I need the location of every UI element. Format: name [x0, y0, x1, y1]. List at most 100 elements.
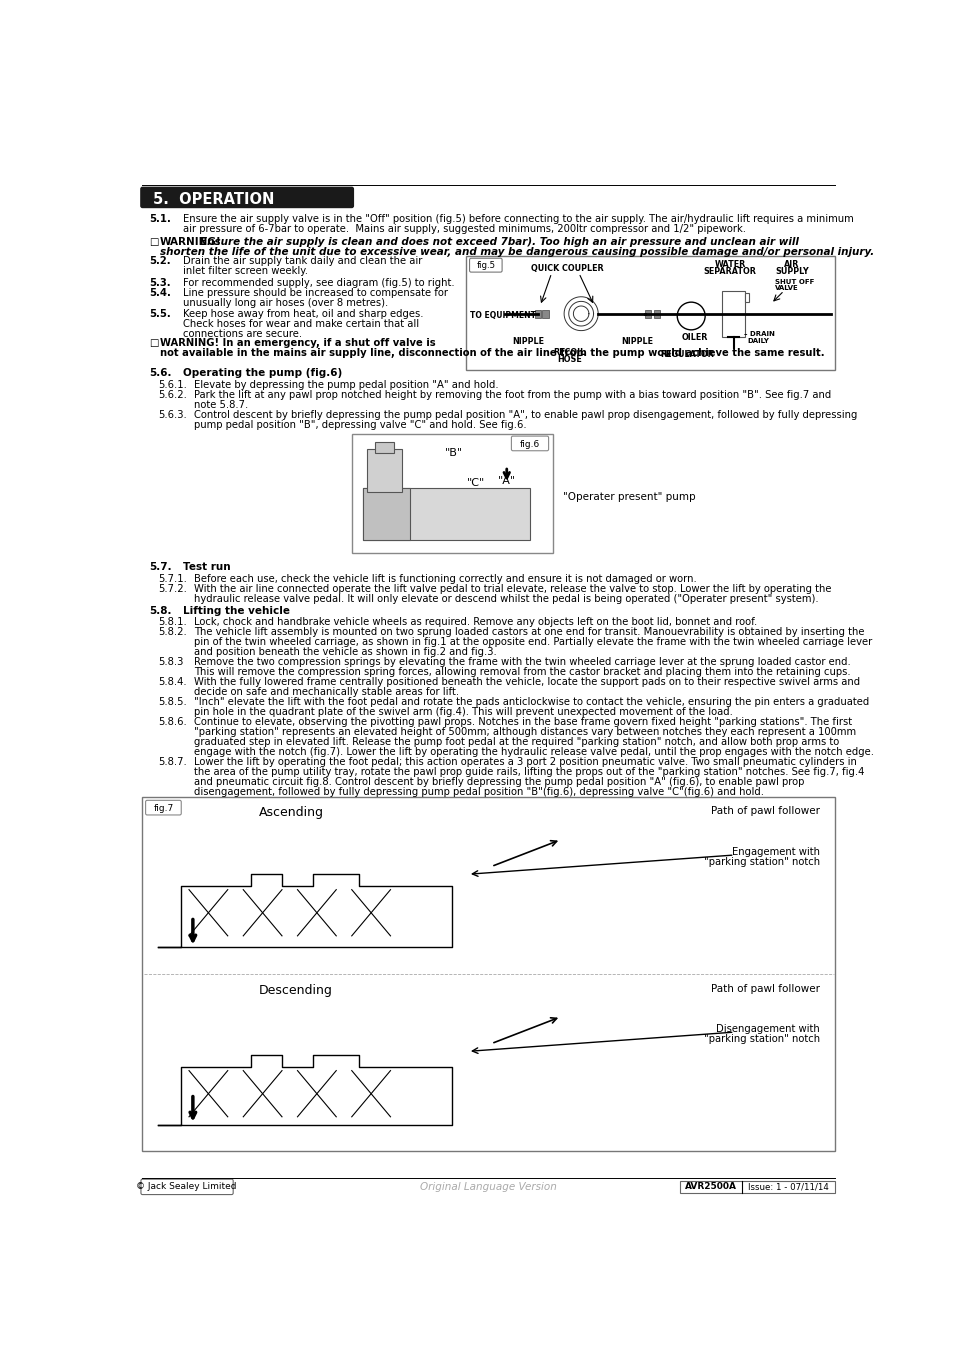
Text: Lock, chock and handbrake vehicle wheels as required. Remove any objects left on: Lock, chock and handbrake vehicle wheels…: [193, 617, 756, 626]
Text: SEPARATOR: SEPARATOR: [702, 267, 756, 275]
Bar: [534, 310, 540, 317]
Text: Line pressure should be increased to compensate for: Line pressure should be increased to com…: [183, 288, 447, 297]
Text: REGULATOR: REGULATOR: [659, 350, 714, 359]
Text: note 5.8.7.: note 5.8.7.: [193, 400, 248, 410]
Text: "Operater present" pump: "Operater present" pump: [562, 491, 695, 502]
Text: and position beneath the vehicle as shown in fig.2 and fig.3.: and position beneath the vehicle as show…: [193, 647, 496, 657]
Text: Engagement with: Engagement with: [731, 848, 819, 857]
Text: □: □: [149, 236, 158, 247]
Text: NIPPLE: NIPPLE: [512, 336, 544, 346]
Text: pin of the twin wheeled carriage, as shown in fig.1 at the opposite end. Partial: pin of the twin wheeled carriage, as sho…: [193, 637, 871, 647]
Text: Issue: 1 - 07/11/14: Issue: 1 - 07/11/14: [747, 1183, 828, 1191]
Text: disengagement, followed by fully depressing pump pedal position "B"(fig.6), depr: disengagement, followed by fully depress…: [193, 787, 762, 798]
Text: Original Language Version: Original Language Version: [420, 1181, 557, 1192]
Text: fig.6: fig.6: [519, 440, 539, 450]
FancyBboxPatch shape: [140, 186, 354, 208]
Text: and pneumatic circuit fig.8. Control descent by briefly depressing the pump peda: and pneumatic circuit fig.8. Control des…: [193, 778, 803, 787]
Text: 5.7.: 5.7.: [149, 563, 172, 572]
Text: 5.8.5.: 5.8.5.: [158, 697, 187, 707]
Text: □: □: [149, 338, 158, 347]
Text: Remove the two compression springs by elevating the frame with the twin wheeled : Remove the two compression springs by el…: [193, 657, 849, 667]
Text: HOSE: HOSE: [557, 355, 581, 364]
Text: "parking station" notch: "parking station" notch: [703, 1034, 819, 1045]
Text: Disengagement with: Disengagement with: [716, 1025, 819, 1034]
Text: This will remove the compression spring forces, allowing removal from the castor: This will remove the compression spring …: [193, 667, 849, 678]
Text: © Jack Sealey Limited: © Jack Sealey Limited: [136, 1183, 236, 1191]
Text: SUPPLY: SUPPLY: [774, 267, 808, 275]
Text: "A": "A": [497, 477, 515, 486]
Text: Test run: Test run: [183, 563, 231, 572]
Text: 5.8.1.: 5.8.1.: [158, 617, 187, 626]
Text: not available in the mains air supply line, disconnection of the air line from t: not available in the mains air supply li…: [159, 347, 823, 358]
Text: 5.1.: 5.1.: [149, 215, 171, 224]
Text: DAILY: DAILY: [746, 338, 768, 343]
Text: 5.5.: 5.5.: [149, 309, 171, 319]
Text: – DRAIN: – DRAIN: [743, 331, 774, 338]
Text: Lower the lift by operating the foot pedal; this action operates a 3 port 2 posi: Lower the lift by operating the foot ped…: [193, 757, 856, 767]
Text: "Inch" elevate the lift with the foot pedal and rotate the pads anticlockwise to: "Inch" elevate the lift with the foot pe…: [193, 697, 868, 707]
Text: OILER: OILER: [681, 333, 707, 342]
Text: AIR: AIR: [783, 259, 799, 269]
Bar: [644, 310, 650, 317]
Text: hydraulic release valve pedal. It will only elevate or descend whilst the pedal : hydraulic release valve pedal. It will o…: [193, 594, 818, 603]
Text: AVR2500A: AVR2500A: [684, 1183, 737, 1191]
Text: 5.3.: 5.3.: [149, 278, 171, 288]
Text: connections are secure.: connections are secure.: [183, 329, 301, 339]
Text: "parking station" represents an elevated height of 500mm; although distances var: "parking station" represents an elevated…: [193, 728, 855, 737]
Text: unusually long air hoses (over 8 metres).: unusually long air hoses (over 8 metres)…: [183, 297, 388, 308]
Text: 5.  OPERATION: 5. OPERATION: [153, 192, 274, 207]
Bar: [542, 310, 548, 317]
Text: WARNING!: WARNING!: [159, 236, 221, 247]
Text: Before each use, check the vehicle lift is functioning correctly and ensure it i: Before each use, check the vehicle lift …: [193, 574, 696, 585]
Text: 5.8.: 5.8.: [149, 606, 171, 617]
Text: Park the lift at any pawl prop notched height by removing the foot from the pump: Park the lift at any pawl prop notched h…: [193, 390, 830, 400]
Text: QUICK COUPLER: QUICK COUPLER: [530, 263, 603, 273]
FancyBboxPatch shape: [469, 258, 501, 273]
Bar: [142, 798, 835, 1152]
Bar: [375, 441, 394, 454]
Text: fig.5: fig.5: [476, 262, 495, 270]
Text: Elevate by depressing the pump pedal position "A" and hold.: Elevate by depressing the pump pedal pos…: [193, 379, 497, 390]
Text: decide on safe and mechanically stable areas for lift.: decide on safe and mechanically stable a…: [193, 687, 458, 697]
Text: 5.8.2.: 5.8.2.: [158, 628, 187, 637]
Text: NIPPLE: NIPPLE: [620, 336, 652, 346]
Bar: [721, 290, 744, 336]
Text: fig.7: fig.7: [153, 805, 173, 813]
Bar: [654, 310, 659, 317]
Text: pump pedal position "B", depressing valve "C" and hold. See fig.6.: pump pedal position "B", depressing valv…: [193, 420, 526, 429]
Text: Ascending: Ascending: [258, 806, 323, 819]
Text: graduated step in elevated lift. Release the pump foot pedal at the required "pa: graduated step in elevated lift. Release…: [193, 737, 838, 747]
Text: inlet filter screen weekly.: inlet filter screen weekly.: [183, 266, 308, 275]
Text: With the air line connected operate the lift valve pedal to trial elevate, relea: With the air line connected operate the …: [193, 585, 830, 594]
FancyBboxPatch shape: [141, 1179, 233, 1195]
Text: Path of pawl follower: Path of pawl follower: [710, 984, 819, 994]
Text: 5.6.3.: 5.6.3.: [158, 410, 187, 420]
Text: WARNING! In an emergency, if a shut off valve is: WARNING! In an emergency, if a shut off …: [159, 338, 435, 347]
Text: "parking station" notch: "parking station" notch: [703, 857, 819, 867]
Text: 5.7.2.: 5.7.2.: [158, 585, 187, 594]
Text: "C": "C": [466, 478, 484, 489]
Text: RECOIL: RECOIL: [553, 348, 585, 358]
Text: Continue to elevate, observing the pivotting pawl props. Notches in the base fra: Continue to elevate, observing the pivot…: [193, 717, 851, 728]
Bar: [367, 450, 402, 491]
Text: Ensure the air supply is clean and does not exceed 7bar). Too high an air pressu: Ensure the air supply is clean and does …: [199, 236, 798, 247]
Text: 5.4.: 5.4.: [149, 288, 171, 297]
Text: Check hoses for wear and make certain that all: Check hoses for wear and make certain th…: [183, 319, 418, 329]
Text: 5.8.7.: 5.8.7.: [158, 757, 187, 767]
Text: Drain the air supply tank daily and clean the air: Drain the air supply tank daily and clea…: [183, 256, 422, 266]
Text: shorten the life of the unit due to excessive wear, and may be dangerous causing: shorten the life of the unit due to exce…: [159, 247, 873, 256]
Text: 5.6.: 5.6.: [149, 369, 171, 378]
Text: 5.6.1.: 5.6.1.: [158, 379, 187, 390]
Bar: [363, 487, 530, 540]
Text: 5.8.4.: 5.8.4.: [158, 678, 187, 687]
Text: Control descent by briefly depressing the pump pedal position "A", to enable paw: Control descent by briefly depressing th…: [193, 410, 856, 420]
Bar: [744, 293, 748, 302]
Text: TO EQUIPMENT: TO EQUIPMENT: [469, 312, 535, 320]
Text: SHUT OFF: SHUT OFF: [774, 279, 814, 285]
Text: WATER: WATER: [714, 259, 745, 269]
Text: air pressure of 6-7bar to operate.  Mains air supply, suggested minimums, 200ltr: air pressure of 6-7bar to operate. Mains…: [183, 224, 745, 235]
Text: For recommended supply, see diagram (fig.5) to right.: For recommended supply, see diagram (fig…: [183, 278, 454, 288]
Text: Keep hose away from heat, oil and sharp edges.: Keep hose away from heat, oil and sharp …: [183, 309, 423, 319]
Bar: [679, 1181, 835, 1193]
Text: 5.6.2.: 5.6.2.: [158, 390, 187, 400]
